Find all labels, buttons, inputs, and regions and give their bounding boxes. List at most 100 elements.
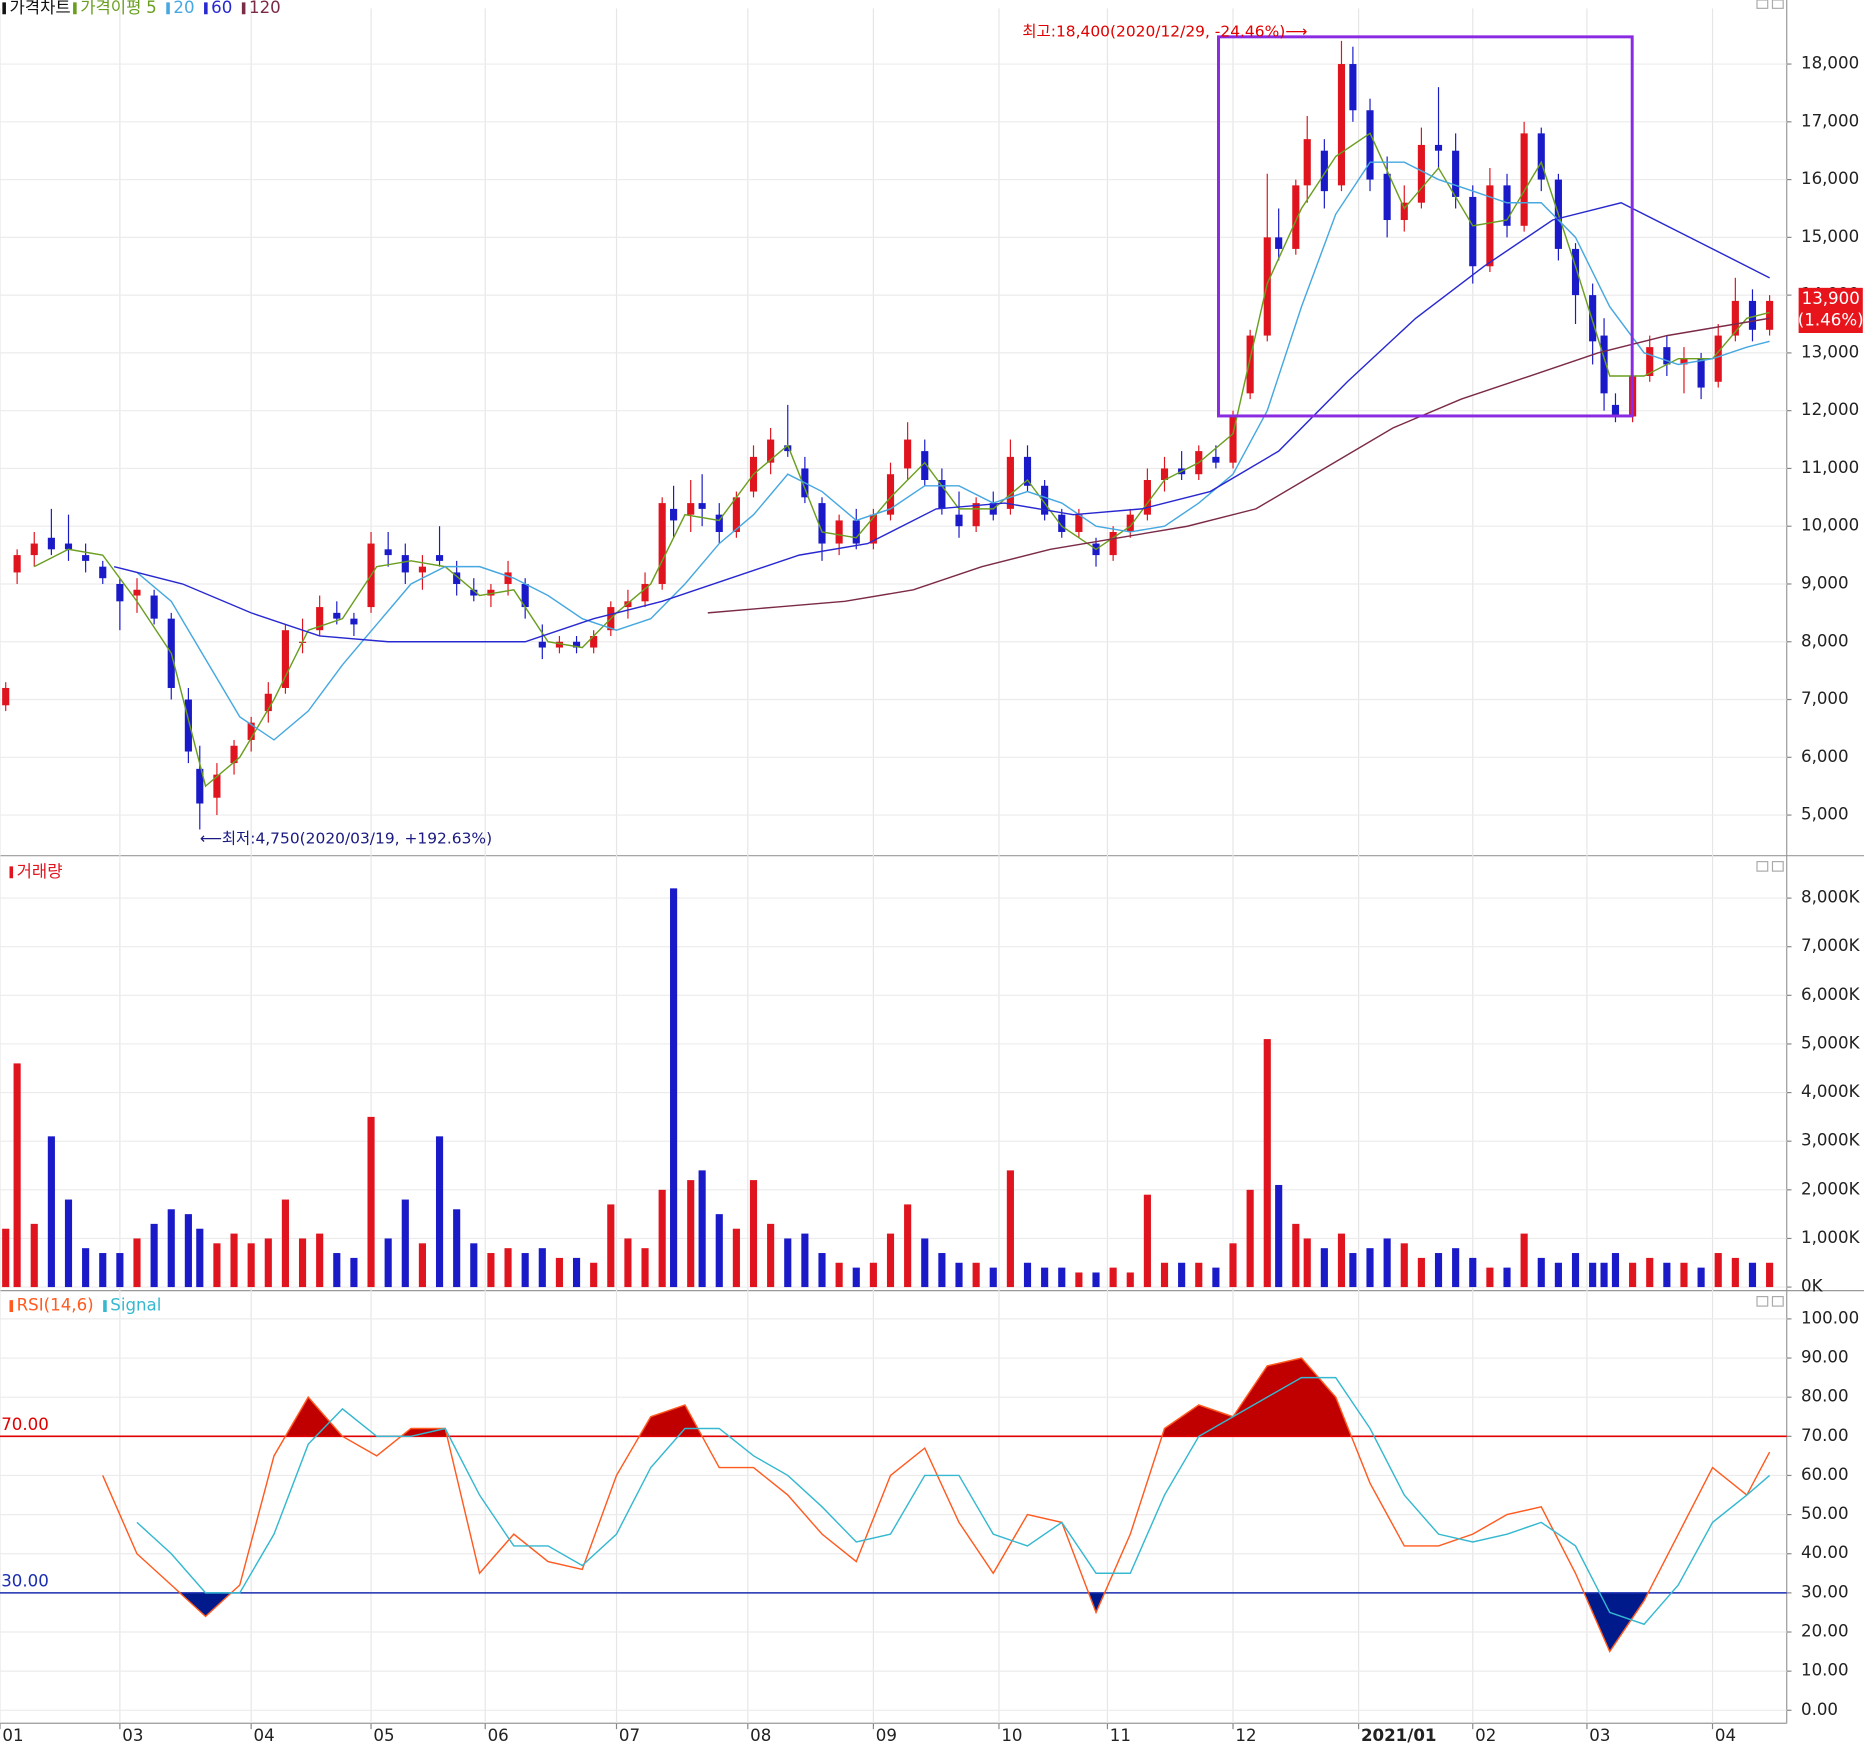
volume-bar — [264, 1238, 272, 1288]
candle-body — [767, 439, 775, 463]
volume-bar — [1600, 1262, 1608, 1288]
legend-marker — [2, 2, 6, 15]
x-tick-label: 02 — [1475, 1726, 1496, 1745]
candle-body — [504, 572, 512, 584]
panel-button[interactable] — [1771, 0, 1784, 9]
candle-body — [435, 555, 444, 561]
candle-body — [1680, 358, 1688, 365]
legend-label: 60 — [211, 0, 232, 17]
candle-body — [333, 612, 341, 619]
candle-body — [213, 774, 221, 798]
x-tick-label: 05 — [373, 1726, 394, 1745]
panel-button[interactable] — [1756, 861, 1769, 872]
volume-bar — [538, 1248, 546, 1288]
volume-bar — [1275, 1184, 1283, 1288]
y-tick-label: 18,000 — [1801, 54, 1859, 73]
volume-bar — [504, 1248, 512, 1288]
volume-bar — [1041, 1267, 1049, 1288]
x-tick-label: 12 — [1235, 1726, 1256, 1745]
candle-body — [350, 618, 358, 625]
volume-bar — [1417, 1257, 1425, 1288]
y-tick-label: 0K — [1801, 1277, 1824, 1296]
candle-body — [670, 508, 678, 521]
volume-bar — [1349, 1253, 1357, 1288]
volume-bar — [167, 1209, 175, 1288]
volume-bar — [1680, 1262, 1688, 1288]
volume-bar — [418, 1243, 426, 1288]
y-tick-label: 6,000K — [1801, 985, 1861, 1004]
candle-body — [1571, 248, 1580, 296]
highlight-box — [1217, 35, 1634, 418]
candle-body — [698, 503, 706, 509]
candle-body — [1109, 531, 1117, 556]
candle-body — [1697, 358, 1705, 388]
candle-body — [1646, 347, 1654, 377]
volume-bar — [1520, 1233, 1528, 1288]
volume-bar — [1109, 1267, 1117, 1288]
candle-body — [732, 497, 740, 532]
candle-body — [1160, 468, 1169, 480]
y-tick-label: 8,000 — [1801, 631, 1849, 650]
volume-bar — [1092, 1272, 1100, 1288]
legend-label: RSI(14,6) — [17, 1296, 94, 1315]
candle-body — [1589, 295, 1597, 342]
y-tick-label: 4,000K — [1801, 1082, 1861, 1101]
last-price-change: (1.46%) — [1798, 311, 1864, 330]
volume-bar — [487, 1253, 495, 1288]
volume-bar — [1246, 1189, 1254, 1288]
last-price-tag — [1798, 287, 1863, 333]
candle-body — [852, 520, 860, 544]
candle-body — [247, 722, 255, 740]
volume-bar — [1554, 1262, 1562, 1288]
volume-bar — [2, 1228, 10, 1288]
volume-bar — [30, 1223, 38, 1288]
panel-button[interactable] — [1771, 861, 1784, 872]
volume-bar — [401, 1199, 409, 1288]
volume-bar — [1537, 1257, 1545, 1288]
volume-bar — [230, 1233, 238, 1288]
panel-button[interactable] — [1756, 0, 1769, 9]
volume-bar — [1766, 1262, 1774, 1288]
volume-bar — [715, 1214, 723, 1288]
panel-button[interactable] — [1771, 1295, 1784, 1307]
candle-body — [715, 514, 723, 532]
volume-bar — [116, 1253, 124, 1288]
y-tick-label: 13,000 — [1801, 342, 1859, 361]
volume-bar — [670, 888, 678, 1288]
legend-label: 가격차트 — [10, 0, 71, 17]
volume-bar — [818, 1253, 826, 1288]
volume-bar — [1143, 1194, 1151, 1288]
candle-body — [470, 589, 478, 596]
volume-bar — [384, 1238, 392, 1288]
candle-body — [1349, 64, 1357, 111]
candle-body — [835, 520, 843, 544]
volume-bar — [835, 1262, 843, 1288]
rsi-line — [136, 1376, 1771, 1626]
volume-bar — [1058, 1267, 1066, 1288]
candle-body — [1503, 185, 1511, 226]
volume-bar — [972, 1262, 980, 1288]
legend-label: 가격이평 — [80, 0, 141, 17]
volume-bar — [64, 1199, 73, 1288]
legend-label: 120 — [249, 0, 281, 17]
panel-button[interactable] — [1756, 1295, 1769, 1307]
volume-bar — [767, 1223, 775, 1288]
volume-bar — [1571, 1253, 1580, 1288]
volume-bar — [1731, 1257, 1739, 1288]
x-tick-label: 11 — [1110, 1726, 1131, 1745]
volume-bar — [732, 1228, 740, 1288]
volume-bar — [184, 1214, 192, 1288]
volume-bar — [1212, 1267, 1220, 1288]
candle-body — [418, 566, 426, 573]
y-tick-label: 70.00 — [1801, 1426, 1849, 1445]
x-tick-label: 07 — [619, 1726, 640, 1745]
volume-bar — [82, 1248, 90, 1288]
legend-label: Signal — [110, 1296, 161, 1315]
candle-body — [99, 566, 107, 579]
volume-bar — [921, 1238, 929, 1288]
volume-bar — [435, 1136, 444, 1288]
candle-body — [1126, 514, 1134, 532]
volume-bar — [1229, 1243, 1237, 1288]
